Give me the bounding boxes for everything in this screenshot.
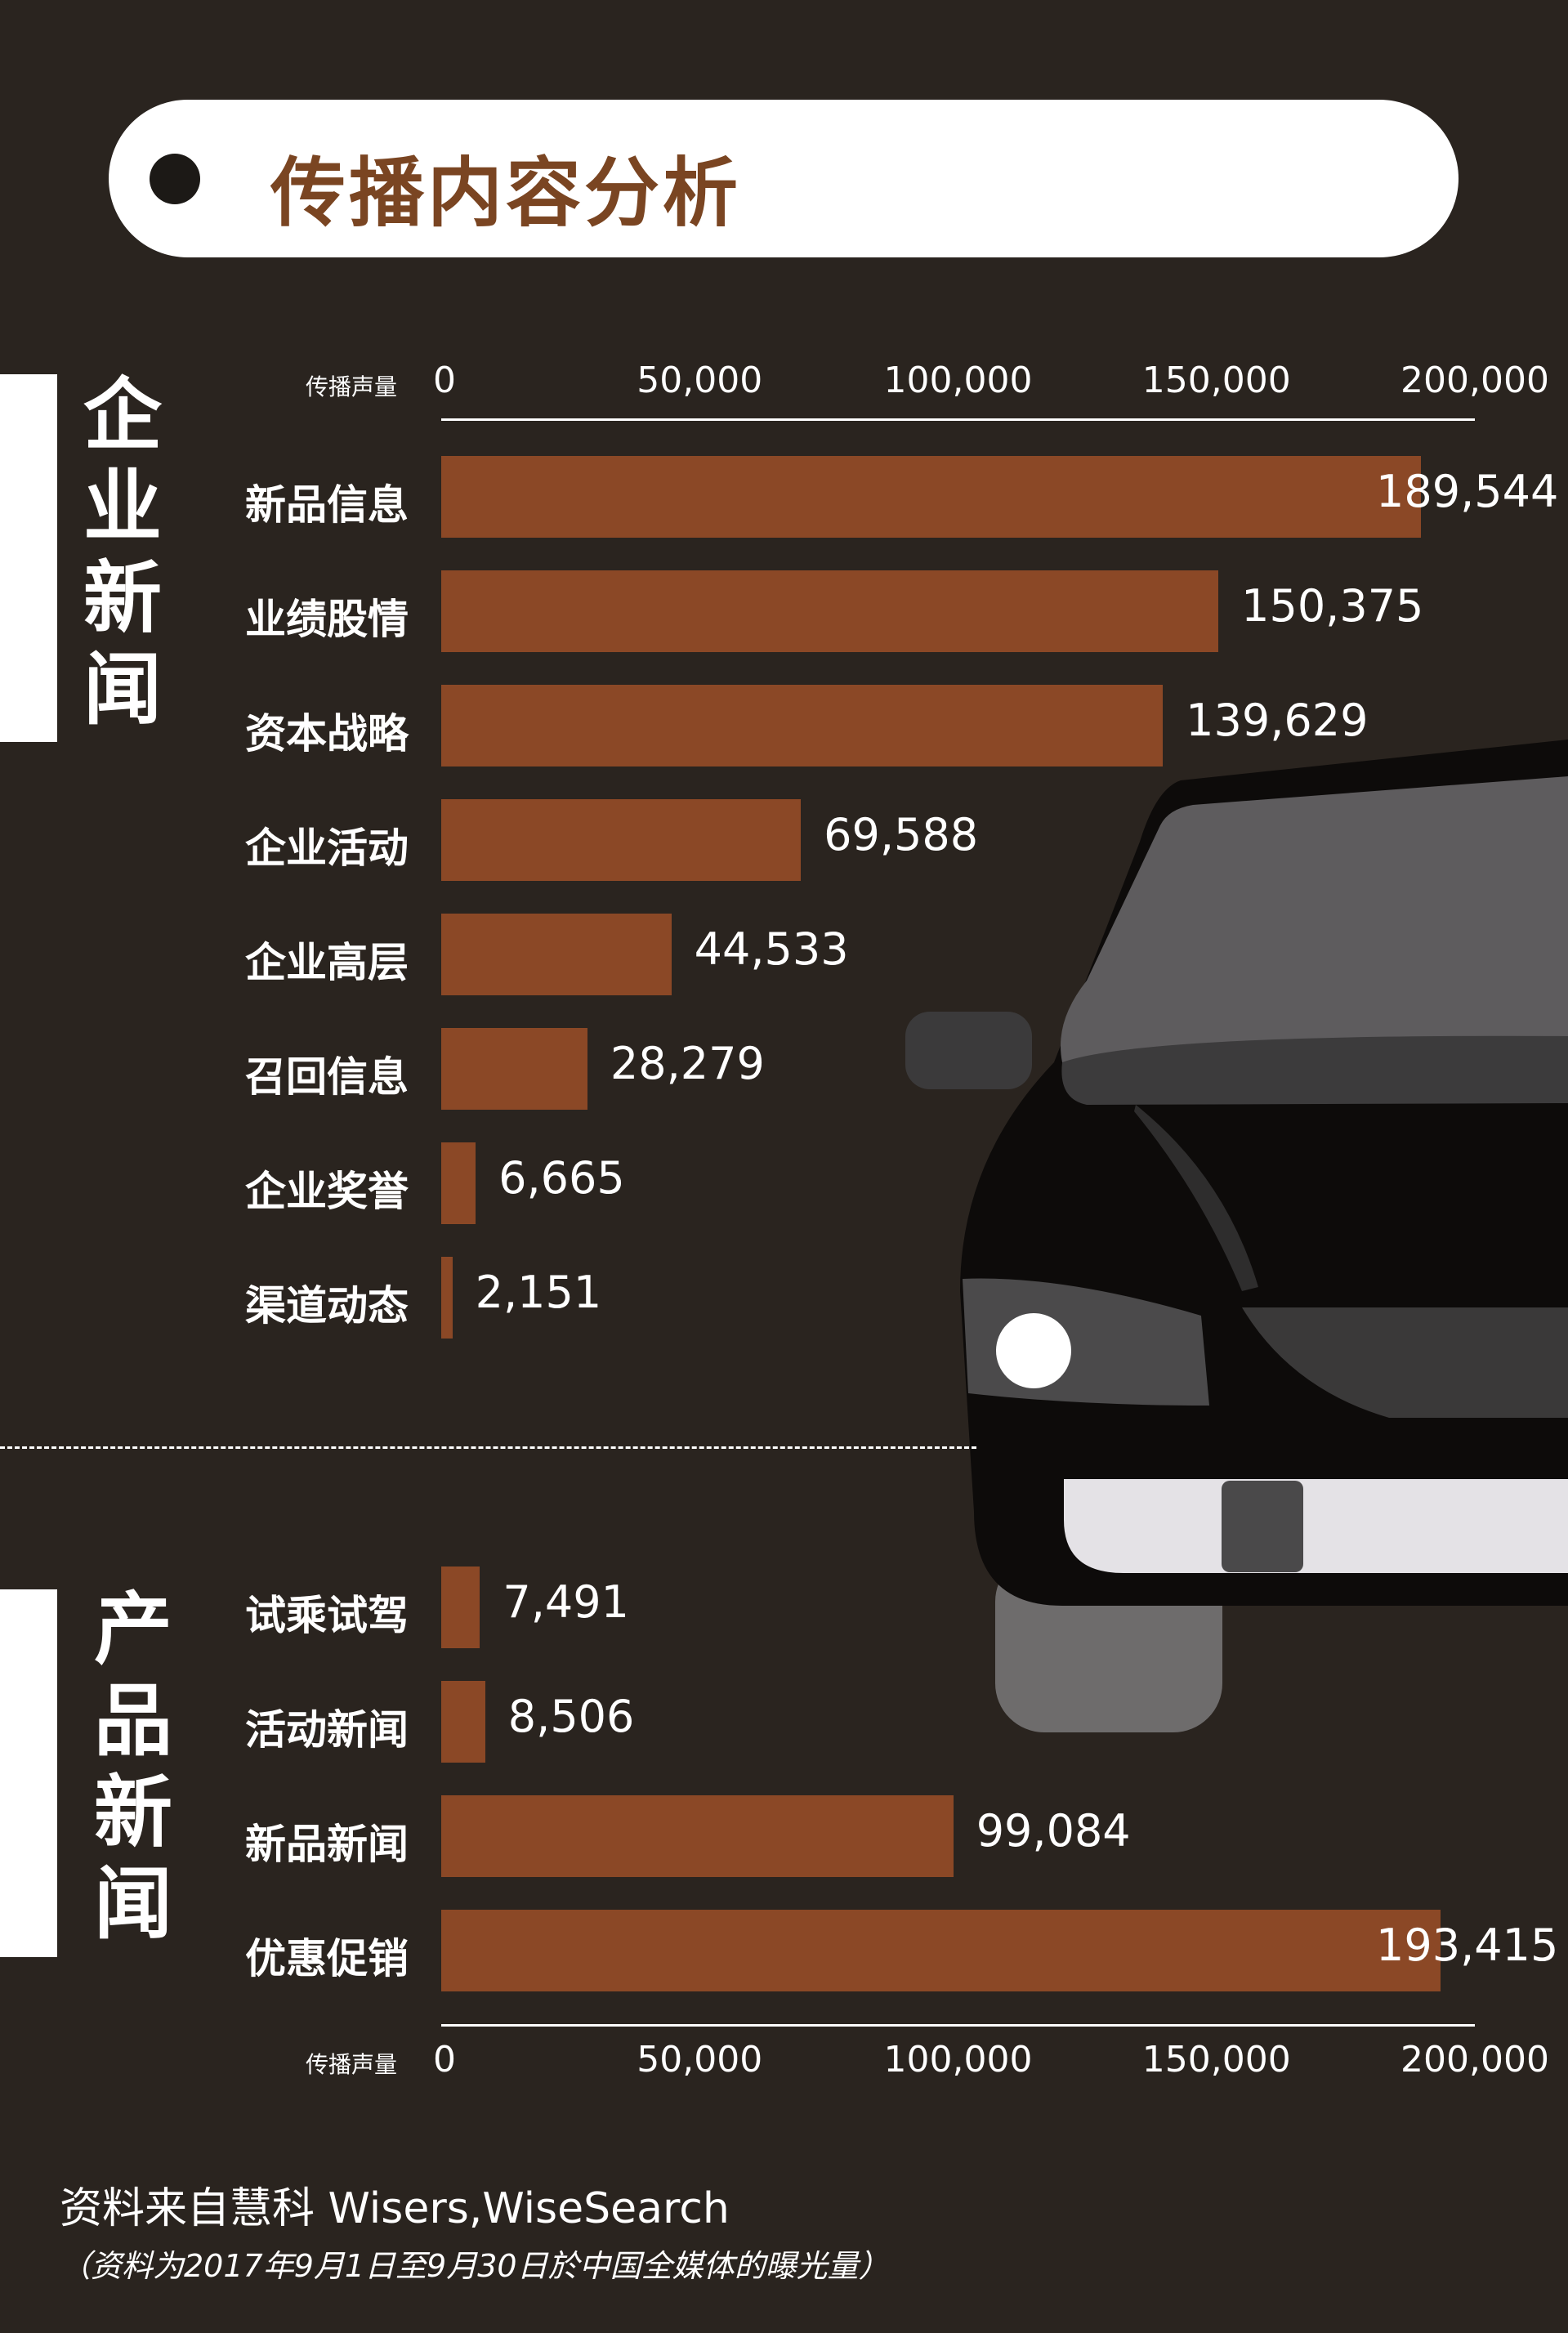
bar <box>441 1681 485 1763</box>
bar <box>441 685 1164 766</box>
value-label: 28,279 <box>610 1038 765 1089</box>
axis-tick-label: 0 <box>433 360 456 401</box>
bar <box>441 1028 587 1110</box>
footnote-text: （资料为2017年9月1日至9月30日於中国全媒体的曝光量） <box>60 2248 890 2284</box>
category-label: 活动新闻 <box>245 1706 409 1754</box>
value-label: 69,588 <box>824 809 979 860</box>
axis-line-top <box>441 418 1475 421</box>
section-marker-company <box>0 374 57 742</box>
axis-tick-label: 50,000 <box>637 360 763 401</box>
category-label: 企业奖誉 <box>245 1168 409 1215</box>
bar <box>441 1142 476 1224</box>
bar <box>441 1910 1441 1991</box>
category-label: 优惠促销 <box>245 1935 409 1982</box>
page-title: 传播内容分析 <box>270 150 742 237</box>
axis-tick-label: 0 <box>433 2039 456 2080</box>
axis-caption-top: 传播声量 <box>306 373 398 400</box>
bar <box>441 570 1219 652</box>
category-label: 渠道动态 <box>245 1282 409 1330</box>
bar <box>441 1257 453 1339</box>
bar <box>441 1795 954 1877</box>
axis-tick-label: 200,000 <box>1400 360 1549 401</box>
value-label: 2,151 <box>475 1267 602 1318</box>
bar <box>441 914 672 995</box>
section-marker-product <box>0 1589 57 1957</box>
car-icon <box>905 740 1568 1732</box>
axis-tick-label: 50,000 <box>637 2039 763 2080</box>
section-title-product: 产 品 新 闻 <box>94 1584 172 1950</box>
bullet-dot-icon <box>150 154 200 204</box>
axis-line-bottom <box>441 2024 1475 2027</box>
value-label: 99,084 <box>976 1805 1131 1857</box>
category-label: 资本战略 <box>245 710 409 758</box>
axis-tick-label: 100,000 <box>883 360 1033 401</box>
category-label: 企业活动 <box>245 825 409 872</box>
axis-tick-label: 200,000 <box>1400 2039 1549 2080</box>
value-label: 189,544 <box>1376 466 1559 517</box>
value-label: 8,506 <box>507 1691 635 1742</box>
bar <box>441 1567 480 1648</box>
value-label: 150,375 <box>1241 580 1424 632</box>
section-divider <box>0 1446 976 1449</box>
value-label: 139,629 <box>1186 695 1369 746</box>
axis-tick-label: 150,000 <box>1141 2039 1291 2080</box>
title-banner: 传播内容分析 <box>109 100 1459 257</box>
axis-tick-label: 100,000 <box>883 2039 1033 2080</box>
category-label: 业绩股情 <box>245 596 409 643</box>
source-text: 资料来自慧科 Wisers,WiseSearch <box>60 2184 730 2233</box>
value-label: 7,491 <box>503 1576 629 1628</box>
category-label: 新品信息 <box>245 481 409 529</box>
section-title-company: 企 业 新 闻 <box>83 369 162 735</box>
category-label: 企业高层 <box>245 939 409 986</box>
value-label: 6,665 <box>498 1152 625 1204</box>
axis-tick-label: 150,000 <box>1141 360 1291 401</box>
bar <box>441 799 802 881</box>
value-label: 193,415 <box>1376 1920 1559 1971</box>
bar <box>441 456 1421 538</box>
axis-caption-bottom: 传播声量 <box>306 2051 398 2078</box>
value-label: 44,533 <box>694 923 849 975</box>
category-label: 试乘试驾 <box>245 1592 409 1639</box>
category-label: 新品新闻 <box>245 1821 409 1868</box>
category-label: 召回信息 <box>245 1053 409 1101</box>
